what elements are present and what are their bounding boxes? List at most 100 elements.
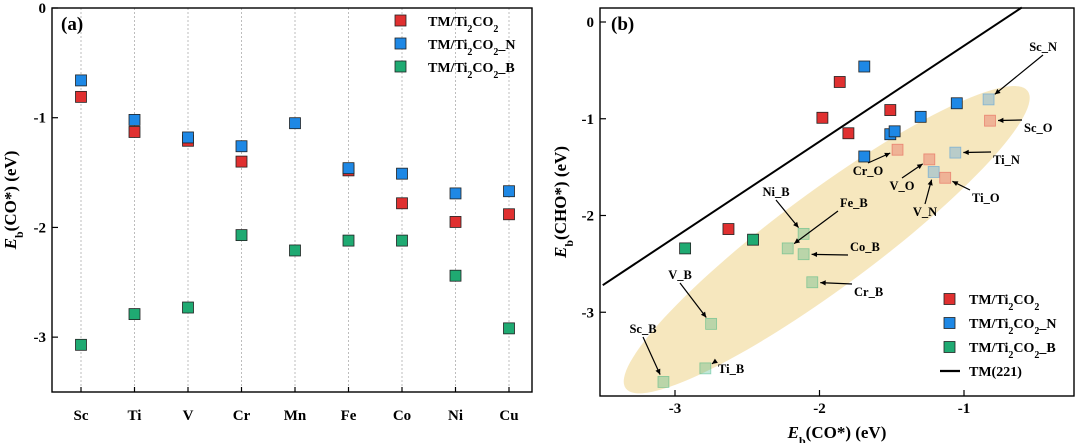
y-tick-label: -1 xyxy=(34,111,47,127)
data-point-tm_ti2co2_n xyxy=(449,187,462,200)
data-point-tm_ti2co2_b xyxy=(503,322,515,335)
data-point-tm_ti2co2 xyxy=(128,126,141,138)
x-tick-label: Fe xyxy=(341,408,357,424)
annotation-arrowhead xyxy=(811,251,818,258)
x-tick-label: Cu xyxy=(499,408,518,424)
legend-label: TM/Ti2CO2_B xyxy=(428,61,515,81)
legend-label: TM(221) xyxy=(969,365,1022,380)
data-point-tm_ti2co2_b xyxy=(128,308,141,321)
annotation-arrow xyxy=(793,210,839,245)
annotation-arrowhead xyxy=(655,368,661,375)
x-tick-label: Sc xyxy=(74,408,89,424)
x-tick-label: -3 xyxy=(669,401,682,417)
data-point-tm_ti2co2_b xyxy=(679,242,692,255)
y-tick-label: 0 xyxy=(587,15,595,31)
annotation-arrowhead xyxy=(700,311,707,318)
panel-label: (a) xyxy=(61,14,83,35)
data-point-tm_ti2co2 xyxy=(722,223,735,235)
y-axis-title: Eb(CO*) (eV) xyxy=(1,151,26,251)
panel-label: (b) xyxy=(611,14,634,35)
legend-label: TM/Ti2CO2_N xyxy=(428,38,516,58)
legend-label: TM/Ti2CO2 xyxy=(969,293,1039,313)
y-axis-title: Eb(CHO*) (eV) xyxy=(551,146,576,259)
data-point-tm_ti2co2 xyxy=(235,155,248,168)
y-tick-label: -3 xyxy=(582,305,595,321)
x-tick-label: Ni xyxy=(448,408,463,424)
legend-marker xyxy=(394,60,407,73)
x-tick-label: Cr xyxy=(233,408,251,424)
data-point-tm_ti2co2 xyxy=(503,208,515,221)
data-point-tm_ti2co2_n xyxy=(950,97,963,110)
data-point-tm_ti2co2 xyxy=(396,197,408,210)
y-tick-label: -2 xyxy=(582,209,595,225)
data-point-tm_ti2co2_b xyxy=(747,233,759,246)
data-point-tm_ti2co2_b xyxy=(75,338,87,351)
data-point-tm_ti2co2_n xyxy=(858,150,871,163)
legend-marker xyxy=(394,37,407,50)
faded-point xyxy=(923,153,936,166)
annotation-label: Fe_B xyxy=(840,196,868,210)
annotation-label: V_B xyxy=(668,268,692,282)
annotation-arrowhead xyxy=(794,238,801,244)
y-tick-label: 0 xyxy=(39,1,47,17)
data-point-tm_ti2co2_n xyxy=(396,167,408,180)
data-point-tm_ti2co2_n xyxy=(888,125,901,138)
x-tick-label: -1 xyxy=(958,401,971,417)
annotation-label: Sc_O xyxy=(1024,121,1053,135)
y-tick-label: -2 xyxy=(34,220,47,236)
data-point-tm_ti2co2 xyxy=(884,104,897,116)
data-point-tm_ti2co2_b xyxy=(235,229,248,242)
legend-marker xyxy=(943,341,956,353)
x-tick-label: Ti xyxy=(128,408,142,424)
annotation-arrowhead xyxy=(884,152,891,158)
annotation-arrow xyxy=(775,199,800,229)
annotation-arrowhead xyxy=(998,117,1004,124)
annotation-label: Cr_O xyxy=(853,164,884,178)
data-point-tm_ti2co2_n xyxy=(182,131,194,144)
data-point-tm_ti2co2_n xyxy=(75,74,87,87)
annotation-label: Sc_B xyxy=(629,322,656,336)
plot-frame xyxy=(51,7,533,393)
faded-point xyxy=(797,248,810,261)
annotation-label: Sc_N xyxy=(1029,40,1057,54)
panel-b: 0 -1 -2 -3 -3 -2 -1 Eb(CO*) (eV) Eb(CHO*) (eV) (b… xyxy=(551,6,1075,443)
annotation-label: Ti_O xyxy=(972,191,1000,205)
faded-point xyxy=(949,146,962,159)
faded-point xyxy=(939,171,952,184)
legend-label: TM/Ti2CO2_B xyxy=(969,341,1056,361)
x-tick-label: -2 xyxy=(813,401,826,417)
annotation-label: Ni_B xyxy=(762,185,789,199)
data-point-tm_ti2co2_n xyxy=(235,140,248,153)
highlight-ellipse xyxy=(623,86,1030,394)
faded-point xyxy=(705,317,718,330)
data-point-tm_ti2co2 xyxy=(449,216,462,228)
data-point-tm_ti2co2_n xyxy=(342,162,355,175)
legend-label: TM/Ti2CO2 xyxy=(428,15,498,35)
annotation-label: Cr_B xyxy=(854,285,883,299)
data-point-tm_ti2co2 xyxy=(833,76,846,88)
annotation-arrowhead xyxy=(916,163,923,170)
data-point-tm_ti2co2_b xyxy=(396,234,408,247)
panel-a: 0 -1 -2 -3 Sc Ti V Cr Mn Fe Co Ni Cu Eb(CO*) (eV) (a) T… xyxy=(1,1,533,424)
data-point-tm_ti2co2_b xyxy=(182,301,194,314)
x-tick-label: Mn xyxy=(284,408,307,424)
x-tick-label: V xyxy=(183,408,194,424)
y-tick-label: -1 xyxy=(582,112,595,128)
data-point-tm_ti2co2 xyxy=(842,127,855,140)
annotation-arrowhead xyxy=(952,181,959,187)
y-tick-label: -3 xyxy=(34,330,47,346)
faded-point xyxy=(797,227,810,240)
faded-point xyxy=(982,93,995,106)
data-point-tm_ti2co2_n xyxy=(503,185,515,198)
annotation-label: V_N xyxy=(913,205,937,219)
data-point-tm_ti2co2 xyxy=(75,90,87,103)
annotation-arrowhead xyxy=(994,88,1001,95)
annotation-arrowhead xyxy=(963,149,969,155)
data-point-tm_ti2co2_n xyxy=(128,114,141,126)
legend-marker xyxy=(394,14,407,27)
plot-frame xyxy=(599,7,1075,397)
faded-point xyxy=(927,166,940,178)
faded-point xyxy=(657,376,670,388)
annotation-arrow xyxy=(811,253,849,256)
